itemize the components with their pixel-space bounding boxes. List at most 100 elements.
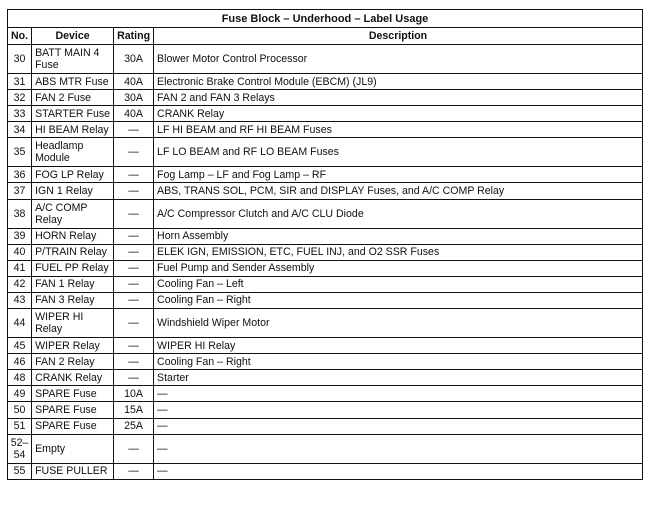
cell-no: 41 (6, 259, 33, 277)
table-row: 55 FUSE PULLER — — (6, 462, 643, 480)
cell-description: A/C Compressor Clutch and A/C CLU Diode (153, 198, 643, 229)
cell-description: Fog Lamp – LF and Fog Lamp – RF (153, 166, 643, 184)
header-description: Description (153, 27, 643, 45)
cell-no: 35 (6, 137, 33, 168)
cell-rating: — (113, 166, 155, 184)
cell-no: 33 (6, 105, 33, 123)
cell-rating: — (113, 182, 155, 200)
table-row: 49 SPARE Fuse 10A — (6, 385, 643, 403)
cell-device: SPARE Fuse (31, 401, 115, 419)
cell-rating: — (113, 259, 155, 277)
cell-device: FUSE PULLER (31, 462, 115, 480)
cell-device: FUEL PP Relay (31, 259, 115, 277)
table-row: 31 ABS MTR Fuse 40A Electronic Brake Contro… (6, 72, 643, 91)
cell-rating: — (113, 137, 155, 168)
table-row: 41 FUEL PP Relay — Fuel Pump and Sender Ass… (6, 259, 643, 277)
table-row: 44 WIPER HI Relay — Windshield Wiper Motor (6, 308, 643, 339)
header-no: No. (6, 27, 33, 45)
cell-rating: — (113, 462, 155, 480)
cell-no: 49 (6, 385, 33, 403)
cell-no: 44 (6, 308, 33, 339)
table-row: 33 STARTER Fuse 40A CRANK Relay (6, 105, 643, 123)
cell-device: WIPER Relay (31, 337, 115, 355)
table-row: 34 HI BEAM Relay — LF HI BEAM and RF HI BEA… (6, 121, 643, 139)
table-row: 35 Headlamp Module — LF LO BEAM and RF LO B… (6, 137, 643, 168)
cell-device: CRANK Relay (31, 369, 115, 387)
cell-no: 46 (6, 353, 33, 371)
cell-description: FAN 2 and FAN 3 Relays (153, 89, 643, 107)
table-row: 37 IGN 1 Relay — ABS, TRANS SOL, PCM, SIR a… (6, 182, 643, 200)
cell-no: 48 (6, 369, 33, 387)
cell-description: Windshield Wiper Motor (153, 308, 643, 339)
table-row: 43 FAN 3 Relay — Cooling Fan – Right (6, 291, 643, 310)
header-rating: Rating (113, 27, 155, 45)
cell-description: Cooling Fan – Left (153, 275, 643, 293)
cell-description: Horn Assembly (153, 227, 643, 245)
cell-no: 30 (6, 44, 33, 74)
cell-description: Blower Motor Control Processor (153, 44, 643, 74)
cell-device: BATT MAIN 4 Fuse (31, 44, 115, 74)
cell-device: SPARE Fuse (31, 385, 115, 403)
cell-device: HORN Relay (31, 227, 115, 245)
cell-description: — (153, 462, 643, 480)
cell-no: 37 (6, 182, 33, 200)
cell-description: — (153, 417, 643, 435)
fuse-table: Fuse Block – Underhood – Label Usage No.… (6, 9, 643, 480)
cell-description: Fuel Pump and Sender Assembly (153, 259, 643, 277)
cell-rating: — (113, 121, 155, 139)
cell-description: — (153, 401, 643, 419)
cell-no: 36 (6, 166, 33, 184)
cell-rating: — (113, 353, 155, 371)
cell-rating: — (113, 243, 155, 261)
cell-device: SPARE Fuse (31, 417, 115, 435)
table-row: 48 CRANK Relay — Starter (6, 369, 643, 387)
table-row: 36 FOG LP Relay — Fog Lamp – LF and Fog Lam… (6, 166, 643, 184)
table-row: 30 BATT MAIN 4 Fuse 30A Blower Motor Contro… (6, 44, 643, 74)
cell-no: 52–54 (6, 433, 33, 464)
cell-rating: — (113, 227, 155, 245)
table-row: 52–54 Empty — — (6, 433, 643, 464)
table-row: 46 FAN 2 Relay — Cooling Fan – Right (6, 353, 643, 371)
cell-device: FAN 2 Fuse (31, 89, 115, 107)
cell-description: LF LO BEAM and RF LO BEAM Fuses (153, 137, 643, 168)
table-row: 45 WIPER Relay — WIPER HI Relay (6, 337, 643, 355)
table-row: 50 SPARE Fuse 15A — (6, 401, 643, 419)
cell-rating: — (113, 337, 155, 355)
cell-no: 38 (6, 198, 33, 229)
table-row: 32 FAN 2 Fuse 30A FAN 2 and FAN 3 Relays (6, 89, 643, 107)
cell-no: 34 (6, 121, 33, 139)
cell-description: — (153, 433, 643, 464)
cell-no: 51 (6, 417, 33, 435)
cell-rating: — (113, 291, 155, 310)
cell-rating: — (113, 433, 155, 464)
cell-device: FOG LP Relay (31, 166, 115, 184)
cell-rating: 30A (113, 89, 155, 107)
cell-description: ELEK IGN, EMISSION, ETC, FUEL INJ, and O… (153, 243, 643, 261)
cell-device: IGN 1 Relay (31, 182, 115, 200)
cell-description: ABS, TRANS SOL, PCM, SIR and DISPLAY Fus… (153, 182, 643, 200)
cell-no: 55 (6, 462, 33, 480)
cell-description: Cooling Fan – Right (153, 291, 643, 310)
cell-no: 42 (6, 275, 33, 293)
cell-device: A/C COMP Relay (31, 198, 115, 229)
table-row: 51 SPARE Fuse 25A — (6, 417, 643, 435)
cell-no: 31 (6, 72, 33, 91)
cell-no: 39 (6, 227, 33, 245)
table-row: 38 A/C COMP Relay — A/C Compressor Clutch a… (6, 198, 643, 229)
cell-description: — (153, 385, 643, 403)
cell-device: ABS MTR Fuse (31, 72, 115, 91)
cell-rating: 15A (113, 401, 155, 419)
cell-device: HI BEAM Relay (31, 121, 115, 139)
cell-no: 43 (6, 291, 33, 310)
cell-description: LF HI BEAM and RF HI BEAM Fuses (153, 121, 643, 139)
table-title: Fuse Block – Underhood – Label Usage (7, 9, 643, 28)
cell-description: Starter (153, 369, 643, 387)
table-row: 40 P/TRAIN Relay — ELEK IGN, EMISSION, ETC,… (6, 243, 643, 261)
table-row: 42 FAN 1 Relay — Cooling Fan – Left (6, 275, 643, 293)
cell-no: 50 (6, 401, 33, 419)
cell-rating: — (113, 369, 155, 387)
cell-rating: 25A (113, 417, 155, 435)
cell-no: 45 (6, 337, 33, 355)
cell-rating: 40A (113, 105, 155, 123)
cell-rating: — (113, 275, 155, 293)
